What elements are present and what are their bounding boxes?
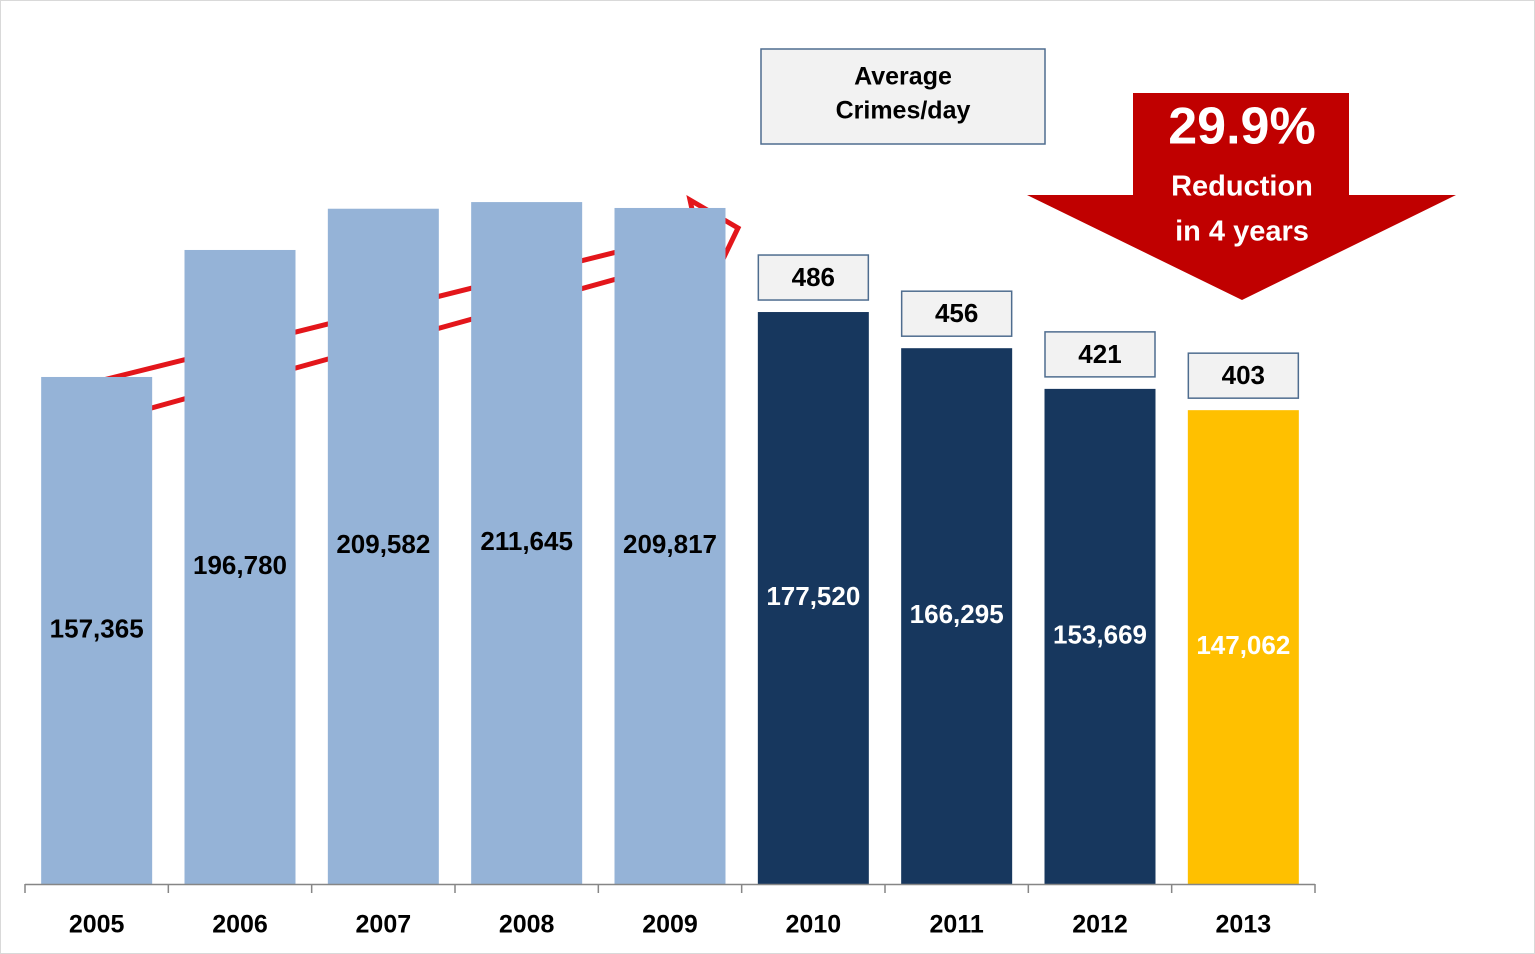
x-tick-label: 2013	[1216, 911, 1272, 939]
value-label: 209,582	[336, 529, 430, 559]
x-tick-label: 2008	[499, 911, 555, 939]
daily-average-label: 403	[1222, 360, 1265, 390]
annotation: in 4 years	[1175, 216, 1309, 248]
value-label: 211,645	[480, 526, 573, 556]
bar	[471, 202, 583, 884]
bar	[41, 376, 153, 884]
daily-average-box	[900, 290, 1013, 337]
daily-average-label: 486	[792, 262, 835, 292]
legend-box	[760, 48, 1046, 145]
value-label: 147,062	[1196, 630, 1290, 660]
legend-line: Crimes/day	[836, 97, 971, 125]
daily-average-label: 456	[935, 298, 978, 328]
value-label: 153,669	[1053, 619, 1147, 649]
annotation: Reduction	[1171, 171, 1313, 203]
bar	[1044, 388, 1156, 884]
bar	[757, 312, 869, 885]
legend-line: Average	[854, 63, 952, 91]
daily-average-box	[1044, 331, 1156, 378]
value-label: 157,365	[50, 613, 144, 643]
value-label: 166,295	[910, 599, 1004, 629]
bar	[327, 208, 439, 884]
annotation: 29.9%	[1168, 98, 1315, 156]
x-tick-label: 2010	[786, 911, 842, 939]
value-label: 177,520	[766, 581, 860, 611]
bar	[614, 207, 726, 885]
value-label: 196,780	[193, 550, 287, 580]
value-label: 209,817	[623, 529, 717, 559]
x-tick-label: 2007	[356, 911, 412, 939]
x-tick-label: 2012	[1072, 911, 1128, 939]
reduction-arrow	[1027, 93, 1456, 300]
bar	[901, 348, 1013, 884]
bar	[1187, 410, 1299, 884]
daily-average-label: 421	[1078, 339, 1121, 369]
x-tick-label: 2005	[69, 911, 125, 939]
x-tick-label: 2011	[930, 911, 984, 939]
daily-average-box	[757, 254, 870, 301]
x-tick-label: 2006	[212, 911, 268, 939]
daily-average-box	[1187, 352, 1300, 399]
x-tick-label: 2009	[642, 911, 698, 939]
bar	[184, 249, 296, 884]
